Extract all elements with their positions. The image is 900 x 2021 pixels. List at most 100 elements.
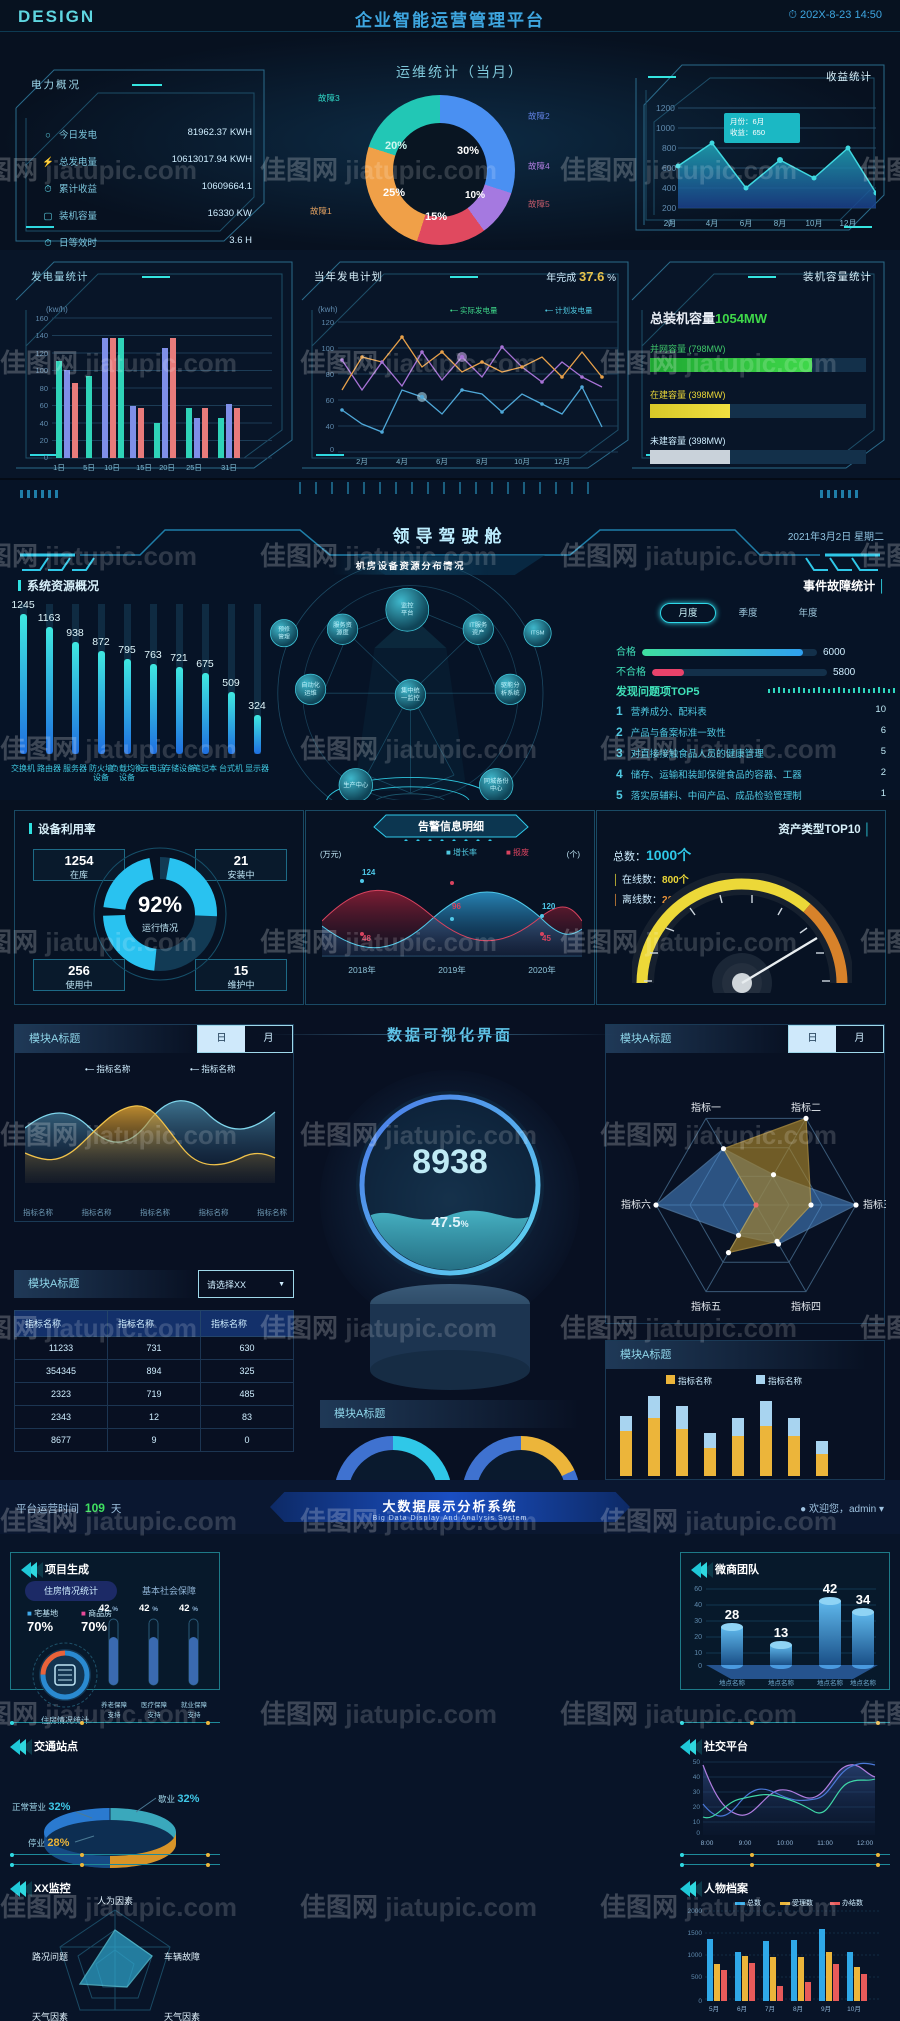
svg-text:11:00: 11:00 [817, 1840, 833, 1847]
svg-text:指标六: 指标六 [621, 1198, 651, 1211]
svg-text:30: 30 [693, 1789, 701, 1796]
svg-text:9月: 9月 [821, 2005, 831, 2013]
svg-text:100: 100 [321, 344, 334, 353]
svg-text:8月: 8月 [793, 2005, 803, 2013]
svg-text:1245: 1245 [11, 599, 35, 611]
svg-text:60: 60 [694, 1586, 702, 1593]
svg-text:1000: 1000 [688, 1952, 703, 1959]
svg-text:60: 60 [326, 396, 334, 405]
svg-text:10日: 10日 [104, 463, 120, 472]
svg-text:9:00: 9:00 [739, 1840, 752, 1847]
svg-text:15日: 15日 [136, 463, 152, 472]
svg-text:40: 40 [40, 419, 48, 428]
svg-text:5日: 5日 [83, 463, 95, 472]
svg-text:10: 10 [694, 1650, 702, 1657]
svg-text:96: 96 [452, 902, 461, 911]
svg-text:4月: 4月 [706, 219, 718, 228]
svg-text:80: 80 [40, 384, 48, 393]
svg-text:42: 42 [823, 1581, 837, 1596]
svg-text:2月: 2月 [664, 219, 676, 228]
svg-text:路况问题: 路况问题 [32, 1951, 68, 1962]
svg-text:509: 509 [222, 677, 240, 689]
svg-text:8月: 8月 [476, 457, 488, 466]
svg-text:600: 600 [662, 163, 676, 173]
svg-text:指标三: 指标三 [863, 1198, 886, 1211]
svg-text:1000: 1000 [656, 123, 675, 133]
svg-text:12:00: 12:00 [857, 1840, 874, 1847]
svg-text:120: 120 [35, 349, 48, 358]
svg-text:34: 34 [856, 1592, 871, 1607]
svg-text:200: 200 [662, 203, 676, 213]
svg-text:140: 140 [35, 331, 48, 340]
svg-text:40: 40 [693, 1774, 701, 1781]
svg-text:指标一: 指标一 [691, 1101, 721, 1114]
svg-text:20: 20 [693, 1804, 701, 1811]
svg-text:负载均衡设备: 负载均衡设备 [111, 763, 143, 782]
svg-text:6月: 6月 [740, 219, 752, 228]
svg-text:20日: 20日 [159, 463, 175, 472]
svg-text:872: 872 [92, 636, 110, 648]
svg-text:60: 60 [40, 401, 48, 410]
svg-text:2019年: 2019年 [438, 965, 466, 975]
svg-text:地点名称: 地点名称 [719, 1678, 746, 1687]
svg-text:92%: 92% [138, 892, 182, 917]
svg-text:938: 938 [66, 627, 84, 639]
svg-text:2000: 2000 [688, 1908, 703, 1915]
svg-text:歇业 32%: 歇业 32% [158, 1793, 200, 1805]
svg-text:指标二: 指标二 [791, 1101, 821, 1114]
svg-text:124: 124 [362, 868, 376, 877]
svg-text:台式机: 台式机 [219, 763, 243, 773]
svg-text:2月: 2月 [356, 457, 368, 466]
svg-text:721: 721 [170, 652, 188, 664]
svg-text:7月: 7月 [765, 2005, 775, 2013]
svg-text:31日: 31日 [221, 463, 237, 472]
svg-text:4月: 4月 [396, 457, 408, 466]
svg-text:20: 20 [40, 436, 48, 445]
svg-text:120: 120 [542, 902, 556, 911]
svg-text:运行情况: 运行情况 [142, 922, 178, 933]
svg-text:笔记本: 笔记本 [193, 763, 217, 773]
svg-text:400: 400 [662, 183, 676, 193]
svg-text:防火墙设备: 防火墙设备 [89, 763, 113, 782]
svg-text:地点名称: 地点名称 [768, 1678, 795, 1687]
svg-text:50: 50 [693, 1759, 701, 1766]
svg-text:1日: 1日 [53, 463, 65, 472]
svg-text:1163: 1163 [38, 612, 61, 624]
svg-text:100: 100 [35, 366, 48, 375]
svg-text:763: 763 [144, 649, 162, 661]
svg-text:存储设备: 存储设备 [163, 763, 195, 773]
svg-text:10月: 10月 [847, 2005, 861, 2013]
svg-text:0: 0 [696, 1830, 700, 1837]
svg-text:8:00: 8:00 [701, 1840, 714, 1847]
svg-text:324: 324 [248, 700, 266, 712]
svg-text:在线: 在线 [654, 992, 672, 993]
svg-text:6月: 6月 [436, 457, 448, 466]
svg-text:路由器: 路由器 [37, 763, 61, 773]
svg-text:0: 0 [44, 453, 48, 462]
svg-text:8938: 8938 [412, 1143, 488, 1181]
svg-text:10月: 10月 [806, 219, 823, 228]
svg-text:1500: 1500 [688, 1930, 703, 1937]
svg-text:天气因素: 天气因素 [164, 2011, 200, 2021]
svg-text:0: 0 [698, 1663, 702, 1670]
svg-text:12月: 12月 [840, 219, 857, 228]
svg-text:13: 13 [774, 1625, 788, 1640]
svg-text:告警信息明细: 告警信息明细 [418, 819, 484, 833]
svg-text:人为因素: 人为因素 [97, 1895, 133, 1906]
svg-text:25日: 25日 [186, 463, 202, 472]
svg-text:云电话: 云电话 [141, 763, 165, 773]
svg-text:10: 10 [693, 1819, 701, 1826]
svg-text:800: 800 [662, 143, 676, 153]
svg-text:12月: 12月 [554, 457, 570, 466]
svg-text:指标四: 指标四 [791, 1300, 821, 1313]
svg-text:28: 28 [725, 1607, 739, 1622]
svg-text:显示器: 显示器 [245, 764, 269, 773]
svg-text:40: 40 [694, 1602, 702, 1609]
svg-text:车辆故障: 车辆故障 [164, 1951, 200, 1962]
svg-text:停业 28%: 停业 28% [28, 1837, 70, 1849]
svg-text:20: 20 [694, 1634, 702, 1641]
svg-text:地点名称: 地点名称 [817, 1678, 844, 1687]
svg-text:5月: 5月 [709, 2005, 719, 2013]
svg-text:指标五: 指标五 [691, 1300, 721, 1313]
svg-text:795: 795 [118, 644, 136, 656]
